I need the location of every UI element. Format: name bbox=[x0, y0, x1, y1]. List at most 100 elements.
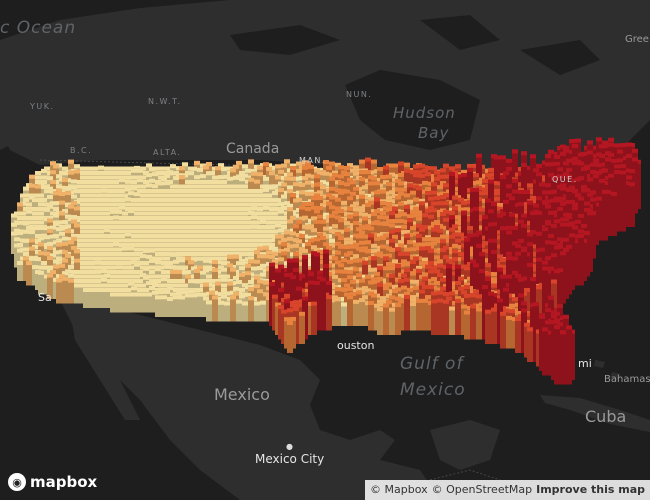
hex-column-top bbox=[590, 197, 596, 202]
hex-column-top bbox=[131, 270, 137, 274]
hex-column-top bbox=[620, 164, 626, 169]
hex-column-top bbox=[176, 184, 182, 189]
hex-column-top bbox=[83, 270, 89, 274]
hex-column-top bbox=[341, 269, 347, 274]
hex-column-top bbox=[149, 178, 155, 183]
hex-column-top bbox=[233, 164, 239, 169]
hex-column-top bbox=[389, 211, 395, 216]
hex-column-top bbox=[602, 189, 608, 194]
hex-column-top bbox=[32, 193, 38, 198]
hex-column-top bbox=[155, 189, 161, 193]
hex-column-top bbox=[197, 180, 203, 184]
hex-column-top bbox=[143, 207, 149, 211]
hex-column-top bbox=[89, 279, 95, 283]
hex-column-top bbox=[182, 184, 188, 189]
hex-column-top bbox=[170, 247, 176, 252]
hex-column-top bbox=[425, 165, 431, 170]
hex-column-top bbox=[365, 249, 371, 254]
hex-column-top bbox=[581, 166, 587, 171]
hex-column-top bbox=[242, 193, 248, 198]
hex-column-top bbox=[317, 206, 323, 211]
hex-column-top bbox=[170, 220, 176, 225]
hex-column-top bbox=[275, 207, 281, 211]
hex-column-top bbox=[302, 176, 308, 181]
hex-column-top bbox=[404, 162, 410, 167]
hex-column-top bbox=[173, 189, 179, 193]
hex-column-top bbox=[338, 263, 344, 268]
hex-column-top bbox=[212, 193, 218, 198]
hex-column-top bbox=[452, 224, 458, 229]
hex-column-top bbox=[122, 184, 128, 189]
hex-column-top bbox=[209, 279, 215, 283]
hex-column-top bbox=[137, 243, 143, 247]
hex-column-top bbox=[398, 172, 404, 177]
hex-column-top bbox=[29, 195, 35, 200]
hex-column-top bbox=[47, 241, 53, 246]
hex-column-top bbox=[542, 200, 548, 205]
hex-column-top bbox=[443, 245, 449, 250]
hex-column-top bbox=[335, 232, 341, 237]
hex-column-top bbox=[554, 154, 560, 159]
hex-column-top bbox=[149, 167, 155, 172]
hex-column-top bbox=[104, 175, 110, 180]
hex-column-top bbox=[68, 278, 74, 283]
hex-column-top bbox=[287, 203, 293, 208]
hex-column-top bbox=[164, 220, 170, 225]
hex-column-top bbox=[248, 220, 254, 225]
hex-column-top bbox=[113, 270, 119, 274]
hex-column-top bbox=[68, 204, 74, 209]
hex-column-top bbox=[35, 207, 41, 211]
hex-column-top bbox=[404, 230, 410, 235]
hex-column-top bbox=[134, 262, 140, 267]
hex-column-top bbox=[233, 252, 239, 256]
hex-column-top bbox=[224, 184, 230, 189]
hex-column-top bbox=[209, 225, 215, 229]
hex-column-top bbox=[92, 220, 98, 225]
hex-column-top bbox=[125, 270, 131, 274]
hex-column-top bbox=[17, 220, 23, 225]
hex-column-top bbox=[260, 252, 266, 257]
hex-column-top bbox=[389, 199, 395, 204]
hex-column-top bbox=[95, 225, 101, 229]
hex-column-top bbox=[26, 193, 32, 198]
hex-column-top bbox=[164, 211, 170, 216]
hex-column-top bbox=[443, 174, 449, 179]
hex-column-top bbox=[263, 176, 269, 181]
hex-column-top bbox=[419, 198, 425, 203]
hex-column-top bbox=[434, 225, 440, 230]
hex-column-top bbox=[428, 237, 434, 242]
hex-column-top bbox=[95, 198, 101, 202]
hex-column-top bbox=[74, 274, 80, 279]
hex-column-top bbox=[308, 201, 314, 206]
hex-column-top bbox=[161, 171, 167, 175]
hex-column-top bbox=[158, 211, 164, 216]
hex-column-top bbox=[107, 216, 113, 220]
hex-column-top bbox=[104, 211, 110, 216]
hex-column-top bbox=[338, 218, 344, 223]
hex-column-top bbox=[392, 219, 398, 224]
hex-column bbox=[62, 276, 68, 304]
hex-column-top bbox=[80, 265, 86, 270]
hex-column-top bbox=[203, 279, 209, 283]
hex-column-top bbox=[512, 225, 518, 230]
hex-column-top bbox=[131, 180, 137, 184]
hex-column-top bbox=[368, 181, 374, 186]
hex-column-top bbox=[65, 229, 71, 234]
hex-column-top bbox=[569, 139, 575, 144]
hex-column-top bbox=[326, 201, 332, 206]
hex-column-top bbox=[176, 256, 182, 261]
hex-column-top bbox=[326, 246, 332, 251]
hex-column-top bbox=[164, 247, 170, 252]
hex-column-top bbox=[107, 207, 113, 211]
hex-column-top bbox=[485, 198, 491, 203]
hex-column-top bbox=[143, 261, 149, 265]
hex-column-top bbox=[443, 255, 449, 260]
hex-column-top bbox=[110, 238, 116, 243]
hex-column-top bbox=[113, 261, 119, 265]
hex-column-top bbox=[218, 265, 224, 270]
hex-column-top bbox=[578, 161, 584, 166]
hex-column-top bbox=[98, 229, 104, 234]
hex-column-top bbox=[110, 283, 116, 288]
hex-column-top bbox=[116, 166, 122, 171]
